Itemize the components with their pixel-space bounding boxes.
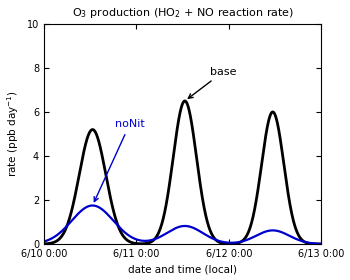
X-axis label: date and time (local): date and time (local) [128, 264, 237, 274]
Text: noNit: noNit [94, 119, 145, 202]
Title: O$_3$ production (HO$_2$ + NO reaction rate): O$_3$ production (HO$_2$ + NO reaction r… [71, 6, 294, 20]
Y-axis label: rate (ppb day$^{-1}$): rate (ppb day$^{-1}$) [6, 90, 21, 177]
Text: base: base [188, 67, 237, 98]
